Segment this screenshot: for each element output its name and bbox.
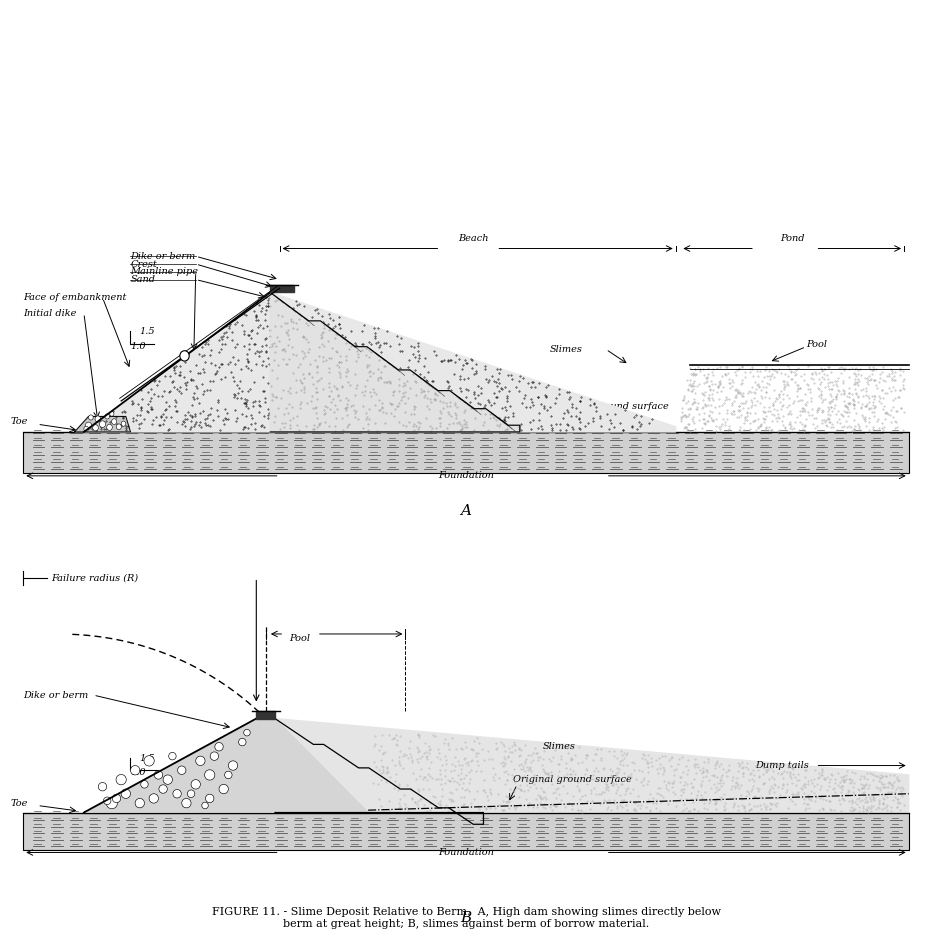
Text: Foundation: Foundation bbox=[438, 472, 494, 481]
Circle shape bbox=[112, 794, 121, 803]
Circle shape bbox=[121, 421, 126, 426]
Text: Foundation: Foundation bbox=[438, 848, 494, 857]
Text: 1.0: 1.0 bbox=[130, 341, 146, 351]
Circle shape bbox=[244, 729, 250, 736]
Text: Dike or berm: Dike or berm bbox=[23, 691, 89, 699]
Text: Sands: Sands bbox=[410, 386, 440, 395]
Text: Face of embankment: Face of embankment bbox=[23, 293, 127, 302]
Circle shape bbox=[239, 738, 246, 746]
Circle shape bbox=[86, 422, 92, 430]
Polygon shape bbox=[270, 292, 520, 432]
Circle shape bbox=[211, 752, 218, 761]
Polygon shape bbox=[84, 292, 676, 432]
Circle shape bbox=[104, 414, 110, 419]
Circle shape bbox=[158, 785, 168, 793]
Text: FIGURE 11. - Slime Deposit Relative to Berm.  A, High dam showing slimes directl: FIGURE 11. - Slime Deposit Relative to B… bbox=[212, 908, 720, 929]
Text: Dike or berm: Dike or berm bbox=[130, 252, 196, 260]
Circle shape bbox=[182, 799, 191, 808]
Circle shape bbox=[141, 780, 148, 788]
Polygon shape bbox=[75, 417, 130, 432]
Circle shape bbox=[225, 771, 232, 778]
Circle shape bbox=[187, 790, 195, 798]
Circle shape bbox=[89, 415, 93, 420]
Text: 1.5: 1.5 bbox=[140, 754, 156, 764]
Circle shape bbox=[163, 775, 172, 784]
Circle shape bbox=[219, 784, 228, 793]
Circle shape bbox=[95, 416, 101, 422]
Circle shape bbox=[206, 794, 214, 803]
Text: Sand: Sand bbox=[130, 275, 156, 284]
Circle shape bbox=[191, 779, 200, 789]
Text: Slimes: Slimes bbox=[550, 345, 582, 353]
Circle shape bbox=[84, 426, 89, 432]
Circle shape bbox=[103, 797, 111, 804]
Text: Beach: Beach bbox=[458, 234, 488, 244]
Text: Failure radius (R): Failure radius (R) bbox=[51, 573, 138, 582]
Text: Original ground surface: Original ground surface bbox=[513, 775, 631, 784]
Text: Crest: Crest bbox=[130, 259, 158, 269]
Text: B: B bbox=[460, 911, 472, 925]
Polygon shape bbox=[275, 719, 909, 813]
Circle shape bbox=[135, 799, 144, 808]
Text: 1.0: 1.0 bbox=[130, 768, 146, 777]
Circle shape bbox=[205, 770, 214, 780]
Circle shape bbox=[144, 756, 155, 766]
Circle shape bbox=[106, 424, 113, 431]
Circle shape bbox=[155, 771, 162, 779]
Circle shape bbox=[100, 420, 105, 428]
Polygon shape bbox=[270, 285, 294, 292]
Bar bbox=[23, 813, 909, 850]
Circle shape bbox=[99, 782, 107, 790]
Circle shape bbox=[178, 766, 185, 775]
Circle shape bbox=[169, 752, 176, 760]
Circle shape bbox=[173, 790, 181, 798]
Circle shape bbox=[92, 425, 99, 431]
Text: 1.5: 1.5 bbox=[140, 327, 156, 337]
Text: Pool: Pool bbox=[289, 634, 310, 644]
Circle shape bbox=[228, 761, 238, 770]
Text: Slimes: Slimes bbox=[542, 742, 576, 751]
Polygon shape bbox=[256, 711, 275, 719]
Text: Pond: Pond bbox=[780, 234, 804, 244]
Text: Toe: Toe bbox=[10, 417, 28, 426]
Text: A: A bbox=[460, 504, 472, 518]
Circle shape bbox=[214, 742, 224, 751]
Bar bbox=[23, 432, 909, 473]
Circle shape bbox=[106, 798, 117, 809]
Circle shape bbox=[110, 411, 114, 417]
Polygon shape bbox=[84, 719, 368, 813]
Text: Dump tails: Dump tails bbox=[755, 761, 809, 770]
Circle shape bbox=[130, 765, 140, 775]
Text: Toe: Toe bbox=[10, 799, 28, 807]
Text: Original ground surface: Original ground surface bbox=[550, 402, 668, 411]
Circle shape bbox=[112, 418, 116, 424]
Circle shape bbox=[196, 756, 205, 765]
Circle shape bbox=[116, 775, 127, 785]
Circle shape bbox=[149, 793, 158, 804]
Circle shape bbox=[116, 424, 121, 430]
Circle shape bbox=[180, 351, 189, 361]
Text: Mainline pipe: Mainline pipe bbox=[130, 267, 199, 276]
Circle shape bbox=[121, 789, 130, 799]
Text: Initial dike: Initial dike bbox=[23, 309, 76, 318]
Text: Pool: Pool bbox=[806, 339, 828, 349]
Circle shape bbox=[202, 803, 209, 809]
